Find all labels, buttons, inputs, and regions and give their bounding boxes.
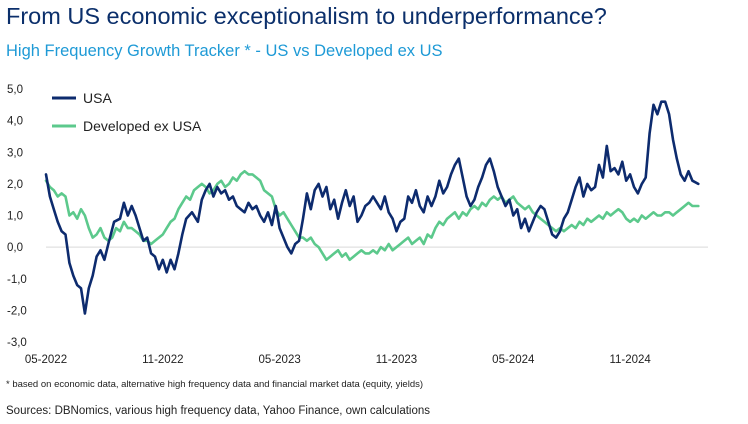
- x-tick-label: 11-2022: [142, 354, 183, 366]
- chart-title: From US economic exceptionalism to under…: [6, 3, 607, 29]
- legend-label: USA: [83, 90, 112, 106]
- x-tick-label: 11-2023: [376, 354, 417, 366]
- y-tick-label: 4,0: [7, 116, 23, 128]
- x-tick-label: 11-2024: [609, 354, 651, 366]
- y-tick-label: 3,0: [7, 147, 23, 159]
- legend: USA Developed ex USA: [52, 90, 202, 134]
- y-tick-label: -2,0: [7, 305, 27, 317]
- series-line-developed-ex-usa: [44, 169, 700, 262]
- y-tick-label: -1,0: [7, 274, 27, 286]
- footnote: * based on economic data, alternative hi…: [6, 379, 424, 390]
- series-line-usa: [44, 100, 700, 315]
- x-tick-label: 05-2023: [259, 354, 301, 366]
- y-axis: -3,0 -2,0 -1,0 0,0 1,0 2,0 3,0 4,0 5,0: [7, 84, 27, 349]
- legend-label: Developed ex USA: [83, 118, 202, 134]
- x-tick-label: 05-2022: [25, 354, 67, 366]
- y-tick-label: 2,0: [7, 179, 23, 191]
- x-axis: 05-2022 11-2022 05-2023 11-2023 05-2024 11-20…: [25, 354, 652, 366]
- series-layer: [44, 100, 700, 315]
- y-tick-label: -3,0: [7, 337, 27, 349]
- x-tick-label: 05-2024: [492, 354, 535, 366]
- chart-subtitle: High Frequency Growth Tracker * - US vs …: [6, 42, 443, 60]
- y-tick-label: 0,0: [7, 242, 23, 254]
- y-tick-label: 5,0: [7, 84, 23, 96]
- y-tick-label: 1,0: [7, 211, 23, 223]
- sources-note: Sources: DBNomics, various high frequenc…: [6, 405, 431, 417]
